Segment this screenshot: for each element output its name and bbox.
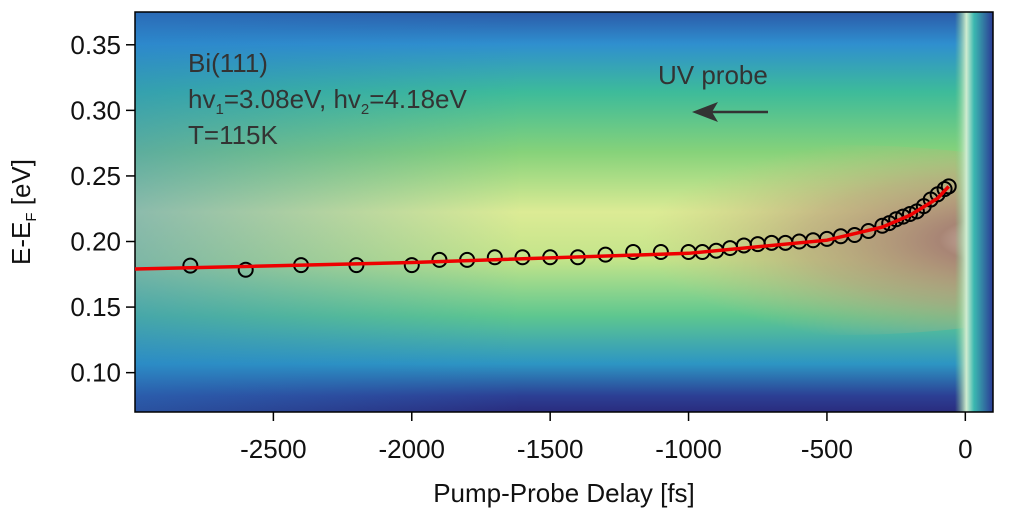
x-axis-title: Pump-Probe Delay [fs] bbox=[433, 478, 695, 508]
x-tick-label: -1000 bbox=[655, 434, 722, 464]
y-tick-label: 0.15 bbox=[70, 292, 121, 322]
annotation: UV probe bbox=[658, 60, 768, 90]
data-point bbox=[625, 244, 642, 260]
y-tick-label: 0.30 bbox=[70, 95, 121, 125]
y-tick-label: 0.25 bbox=[70, 161, 121, 191]
data-point bbox=[182, 257, 199, 274]
data-point bbox=[486, 249, 503, 266]
y-axis-title: E-EF [eV] bbox=[6, 159, 40, 265]
heatmap bbox=[135, 12, 993, 412]
x-tick-label: -500 bbox=[801, 434, 853, 464]
x-tick-label: -2500 bbox=[240, 434, 307, 464]
data-point bbox=[940, 178, 957, 195]
x-tick-label: 0 bbox=[958, 434, 972, 464]
data-point bbox=[901, 205, 918, 222]
x-tick-label: -1500 bbox=[517, 434, 584, 464]
y-tick-label: 0.35 bbox=[70, 30, 121, 60]
annotation: T=115K bbox=[188, 120, 279, 150]
fit-line bbox=[134, 185, 950, 271]
x-tick-label: -2000 bbox=[379, 434, 446, 464]
data-point bbox=[237, 261, 254, 278]
annotation: Bi(111) bbox=[188, 48, 268, 78]
y-tick-label: 0.10 bbox=[70, 358, 121, 388]
annotation: hv1=3.08eV, hv2=4.18eV bbox=[188, 84, 468, 118]
plot-frame bbox=[134, 11, 994, 413]
arrow bbox=[692, 102, 768, 122]
y-tick-label: 0.20 bbox=[70, 227, 121, 257]
data-point bbox=[403, 257, 420, 274]
data-point bbox=[652, 244, 669, 260]
